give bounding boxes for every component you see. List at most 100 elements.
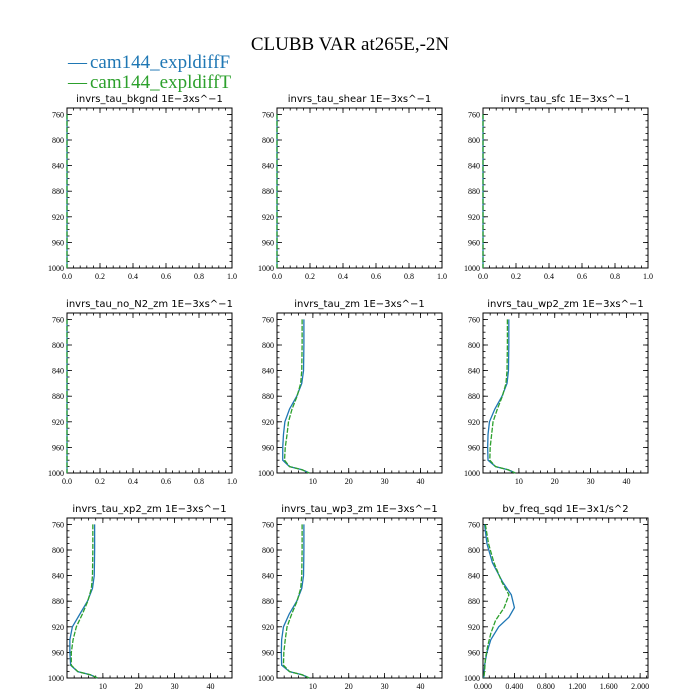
plot-frame — [276, 312, 443, 474]
y-tick-label: 880 — [468, 392, 480, 401]
x-tick-label: 0.2 — [95, 477, 105, 486]
x-tick-label: 0.400 — [505, 682, 523, 691]
panel-8: invrs_tau_wp3_zm 1E−3xs^−1 760 800 840 880 92… — [258, 504, 443, 691]
y-tick-label: 920 — [468, 418, 480, 427]
y-tick-label: 760 — [468, 520, 480, 529]
y-tick-label: 800 — [52, 136, 64, 145]
x-tick-label: 40 — [206, 682, 214, 691]
y-tick-label: 760 — [468, 110, 480, 119]
y-tick-label: 880 — [468, 597, 480, 606]
x-tick-label: 0.8 — [404, 272, 414, 281]
y-tick-label: 760 — [52, 315, 64, 324]
x-tick-label: 40 — [416, 477, 424, 486]
y-tick-label: 960 — [262, 443, 274, 452]
y-tick-label: 800 — [468, 341, 480, 350]
y-tick-label: 800 — [262, 341, 274, 350]
plot-frame — [276, 517, 443, 679]
panel-title: invrs_tau_zm 1E−3xs^−1 — [294, 299, 425, 310]
x-tick-label: 0.4 — [338, 272, 348, 281]
y-tick-label: 960 — [262, 238, 274, 247]
legend-label-2: cam144_expldiffT — [90, 72, 231, 93]
y-tick-label: 960 — [468, 648, 480, 657]
y-tick-label: 1000 — [48, 264, 64, 273]
y-tick-label: 840 — [52, 367, 64, 376]
y-tick-label: 960 — [52, 648, 64, 657]
y-tick-label: 760 — [262, 315, 274, 324]
y-tick-label: 1000 — [258, 674, 274, 683]
panel-3: invrs_tau_sfc 1E−3xs^−1 760 800 840 880 920 96… — [464, 94, 653, 281]
series-line-1 — [282, 319, 310, 474]
plot-frame — [66, 312, 233, 474]
y-tick-label: 1000 — [464, 469, 480, 478]
y-tick-label: 800 — [262, 136, 274, 145]
x-tick-label: 0.8 — [610, 272, 620, 281]
series-line-1 — [280, 524, 310, 679]
legend-item-1: — cam144_expldiffF — [67, 52, 230, 73]
x-tick-label: 0.2 — [95, 272, 105, 281]
series-line-2 — [489, 319, 516, 474]
y-tick-label: 920 — [262, 418, 274, 427]
x-tick-label: 10 — [515, 477, 523, 486]
x-tick-label: 1.0 — [227, 477, 237, 486]
y-tick-label: 880 — [52, 597, 64, 606]
y-tick-label: 920 — [262, 213, 274, 222]
panel-title: invrs_tau_bkgnd 1E−3xs^−1 — [76, 94, 223, 105]
x-tick-label: 40 — [622, 477, 630, 486]
y-tick-label: 960 — [468, 443, 480, 452]
x-tick-label: 1.200 — [568, 682, 586, 691]
y-tick-label: 840 — [468, 162, 480, 171]
y-tick-label: 880 — [262, 597, 274, 606]
x-tick-label: 10 — [309, 477, 317, 486]
x-tick-label: 0.6 — [371, 272, 381, 281]
x-tick-label: 1.0 — [437, 272, 447, 281]
panel-9: bv_freq_sqd 1E−3x1/s^2 760 800 840 880 920 960… — [464, 504, 649, 691]
y-tick-label: 840 — [468, 572, 480, 581]
y-tick-label: 1000 — [48, 469, 64, 478]
y-tick-label: 840 — [262, 162, 274, 171]
panel-title: invrs_tau_wp3_zm 1E−3xs^−1 — [281, 504, 437, 515]
plot-frame — [482, 517, 649, 679]
x-tick-label: 0.4 — [128, 477, 138, 486]
panel-title: invrs_tau_sfc 1E−3xs^−1 — [501, 94, 631, 105]
y-tick-label: 960 — [52, 443, 64, 452]
legend-marker-2: — — [67, 72, 88, 93]
x-tick-label: 20 — [345, 477, 353, 486]
panel-5: invrs_tau_zm 1E−3xs^−1 760 800 840 880 920 960… — [258, 299, 443, 486]
y-tick-label: 960 — [262, 648, 274, 657]
series-line-1 — [483, 524, 516, 679]
y-tick-label: 840 — [52, 572, 64, 581]
y-tick-label: 760 — [52, 110, 64, 119]
legend-item-2: — cam144_expldiffT — [67, 72, 231, 93]
panel-title: bv_freq_sqd 1E−3x1/s^2 — [502, 504, 628, 515]
x-tick-label: 2.000 — [631, 682, 649, 691]
y-tick-label: 920 — [52, 213, 64, 222]
panel-1: invrs_tau_bkgnd 1E−3xs^−1 760 800 840 880 920… — [48, 94, 237, 281]
x-tick-label: 0.0 — [62, 272, 72, 281]
panel-grid: invrs_tau_bkgnd 1E−3xs^−1 760 800 840 880 920… — [48, 94, 653, 691]
x-tick-label: 0.6 — [161, 272, 171, 281]
x-tick-label: 0.800 — [537, 682, 555, 691]
y-tick-label: 760 — [262, 520, 274, 529]
y-tick-label: 920 — [262, 623, 274, 632]
y-tick-label: 800 — [468, 136, 480, 145]
y-tick-label: 1000 — [258, 469, 274, 478]
y-tick-label: 800 — [262, 546, 274, 555]
x-tick-label: 0.4 — [128, 272, 138, 281]
x-tick-label: 20 — [135, 682, 143, 691]
y-tick-label: 1000 — [464, 674, 480, 683]
y-tick-label: 880 — [52, 187, 64, 196]
y-tick-label: 800 — [52, 546, 64, 555]
panel-title: invrs_tau_wp2_zm 1E−3xs^−1 — [487, 299, 643, 310]
x-tick-label: 10 — [309, 682, 317, 691]
y-tick-label: 760 — [262, 110, 274, 119]
x-tick-label: 30 — [171, 682, 179, 691]
series-line-2 — [282, 524, 310, 679]
x-tick-label: 1.0 — [643, 272, 653, 281]
y-tick-label: 880 — [52, 392, 64, 401]
panel-title: invrs_tau_no_N2_zm 1E−3xs^−1 — [66, 299, 233, 310]
x-tick-label: 30 — [587, 477, 595, 486]
y-tick-label: 920 — [52, 623, 64, 632]
x-tick-label: 30 — [381, 682, 389, 691]
series-line-2 — [483, 524, 510, 679]
